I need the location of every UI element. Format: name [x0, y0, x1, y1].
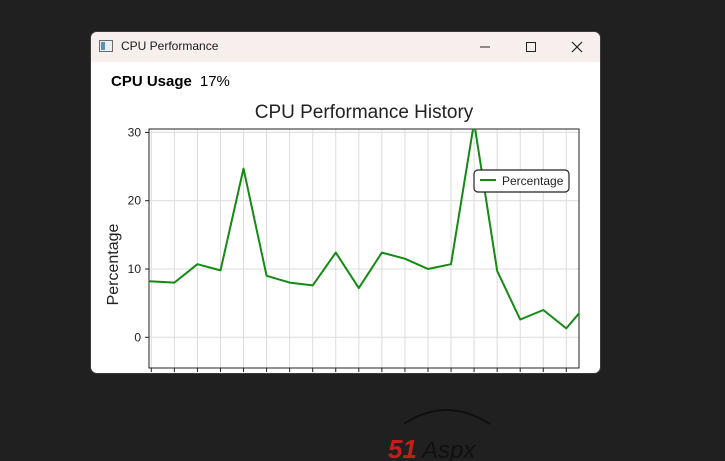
svg-text:51: 51: [388, 434, 417, 461]
cpu-history-chart: CPU Performance History 0 10 20 30 2 3 4 5 6 7 8 9 10…: [105, 102, 580, 373]
app-icon: [99, 40, 113, 52]
chart-title: CPU Performance History: [255, 102, 474, 123]
plot-frame: [148, 128, 580, 369]
cpu-usage-row: CPU Usage 17%: [111, 73, 230, 90]
series-line-percentage: [149, 129, 579, 330]
maximize-button[interactable]: [508, 32, 554, 62]
x-tick-label: 6: [240, 372, 247, 373]
close-button[interactable]: [554, 32, 600, 62]
close-icon: [571, 41, 583, 53]
title-bar[interactable]: CPU Performance: [91, 32, 600, 62]
x-tick-label: 8: [286, 372, 293, 373]
x-tick-label: 7: [263, 372, 270, 373]
x-tick-label: 3: [171, 372, 178, 373]
x-tick-label: 15: [444, 372, 458, 373]
legend-box: [473, 169, 570, 193]
y-tick-label: 20: [128, 194, 142, 208]
x-tick-label: 13: [398, 372, 412, 373]
cpu-usage-value: 17%: [199, 73, 230, 90]
y-tick-label: 0: [134, 330, 141, 344]
x-tick-label: 18: [514, 372, 528, 373]
x-tick-label: 9: [309, 372, 316, 373]
y-axis-label: Percentage: [105, 223, 122, 305]
window-title: CPU Performance: [121, 39, 219, 53]
cpu-performance-window: CPU Performance CPU Usage 17% CPU Perform…: [91, 32, 600, 373]
y-tick-label: 10: [128, 262, 142, 276]
x-tick-label: 12: [375, 372, 389, 373]
x-tick-label: 5: [217, 372, 224, 373]
minimize-button[interactable]: [462, 32, 508, 62]
watermark-logo: 51 Aspx: [388, 409, 491, 461]
x-tick-label: 4: [194, 372, 201, 373]
x-tick-label: 14: [421, 372, 435, 373]
maximize-icon: [526, 42, 536, 52]
cpu-usage-label: CPU Usage: [111, 73, 192, 90]
x-tick-label: 2: [148, 372, 155, 373]
x-tick-label: 16: [467, 372, 481, 373]
x-tick-label: 10: [329, 372, 343, 373]
y-tick-label: 30: [128, 125, 142, 139]
x-tick-label: 11: [353, 372, 366, 373]
x-tick-label: 19: [537, 372, 551, 373]
minimize-icon: [480, 46, 490, 48]
svg-text:Aspx: Aspx: [420, 437, 476, 461]
legend-label: Percentage: [502, 174, 564, 188]
x-tick-label: 17: [490, 372, 504, 373]
x-tick-label: 20: [560, 372, 574, 373]
